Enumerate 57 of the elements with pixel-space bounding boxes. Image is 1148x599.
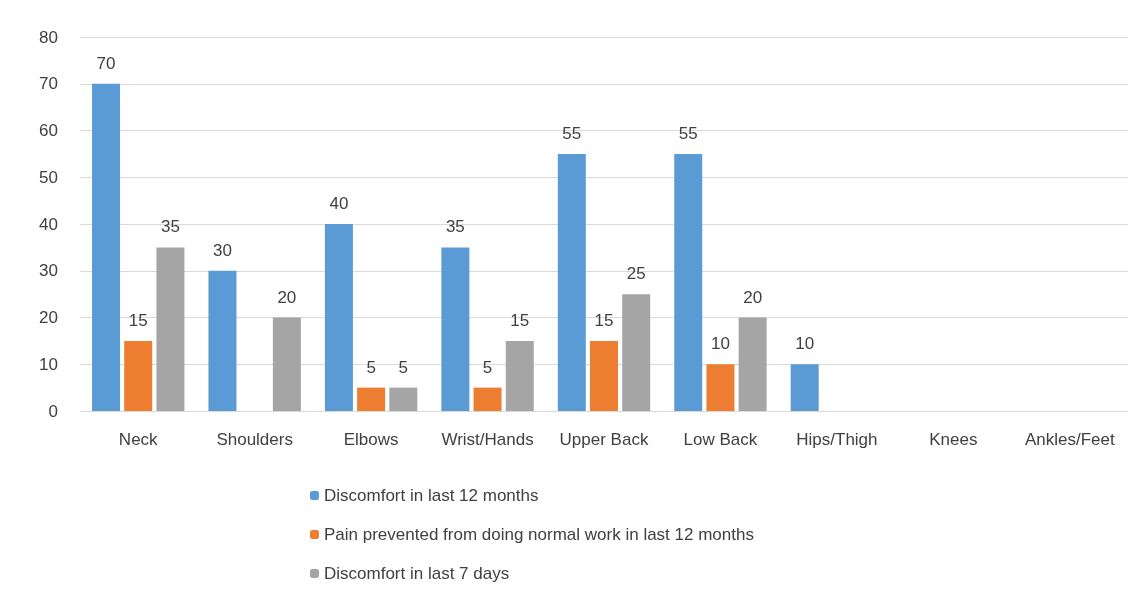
- bar: [272, 317, 301, 411]
- x-tick-label: Wrist/Hands: [441, 430, 534, 449]
- data-label: 15: [594, 310, 614, 330]
- bar: [324, 224, 353, 411]
- legend-label: Pain prevented from doing normal work in last 12 months: [324, 525, 754, 544]
- y-tick-label: 40: [39, 214, 58, 234]
- data-label: 55: [678, 123, 698, 143]
- y-tick-label: 10: [39, 354, 58, 374]
- data-label: 10: [710, 334, 730, 354]
- y-tick-label: 60: [39, 121, 58, 140]
- bar: [706, 364, 735, 411]
- x-tick-label: Low Back: [683, 430, 758, 449]
- bar: [674, 153, 703, 411]
- bar: [505, 340, 534, 411]
- bar: [590, 340, 618, 411]
- bar: [790, 364, 819, 411]
- data-label: 20: [277, 287, 297, 307]
- data-label: 40: [329, 194, 349, 213]
- x-tick-label: Knees: [929, 430, 978, 449]
- data-label: 10: [795, 334, 815, 354]
- data-label: 35: [445, 217, 465, 237]
- x-tick-label: Upper Back: [559, 430, 649, 449]
- bar: [738, 317, 767, 411]
- data-label: 5: [398, 357, 409, 377]
- bar: [441, 247, 470, 411]
- data-label: 30: [213, 240, 232, 260]
- x-tick-label: Shoulders: [216, 430, 293, 449]
- y-tick-label: 0: [48, 401, 58, 421]
- data-label: 25: [626, 264, 646, 284]
- bar: [92, 83, 121, 411]
- bar: [357, 387, 386, 411]
- bar: [208, 270, 237, 411]
- y-tick-label: 50: [39, 167, 58, 187]
- bar: [124, 340, 153, 411]
- data-label: 15: [128, 310, 148, 330]
- y-tick-label: 70: [39, 74, 58, 94]
- data-label: 5: [366, 357, 376, 377]
- data-label: 35: [160, 217, 180, 237]
- x-tick-label: Elbows: [343, 430, 399, 449]
- legend-label: Discomfort in last 12 months: [324, 486, 539, 505]
- y-tick-label: 20: [39, 308, 58, 327]
- y-tick-label: 30: [39, 261, 58, 281]
- data-label: 5: [482, 357, 493, 377]
- data-label: 20: [743, 287, 763, 307]
- data-label: 55: [562, 123, 582, 143]
- bar: [389, 387, 418, 411]
- bar: [473, 387, 502, 411]
- data-label: 15: [510, 310, 530, 330]
- y-tick-label: 80: [39, 27, 58, 47]
- legend-label: Discomfort in last 7 days: [324, 564, 510, 583]
- data-label: 70: [96, 53, 116, 73]
- bar: [557, 153, 586, 411]
- bar: [156, 247, 185, 411]
- bar: [622, 294, 651, 411]
- x-tick-label: Hips/Thigh: [796, 430, 878, 449]
- x-tick-label: Ankles/Feet: [1024, 430, 1115, 449]
- x-tick-label: Neck: [118, 430, 159, 449]
